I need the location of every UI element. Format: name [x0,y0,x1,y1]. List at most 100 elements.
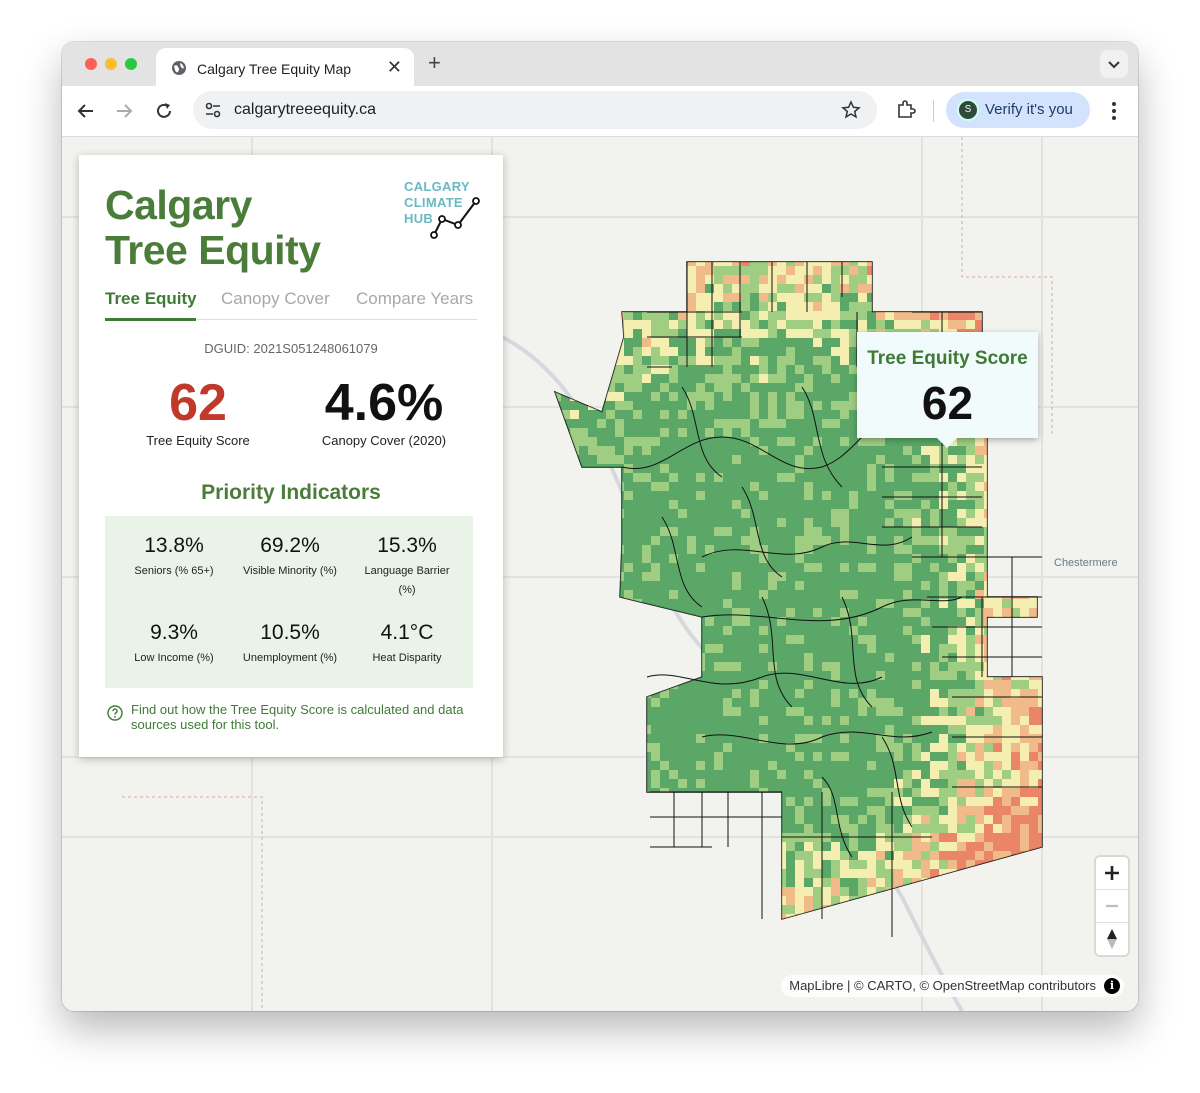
map-cell [687,707,696,716]
reload-icon[interactable] [152,99,176,123]
methodology-link-text[interactable]: Find out how the Tree Equity Score is ca… [131,702,464,732]
back-arrow-icon[interactable] [74,99,98,123]
map-cell [1020,815,1029,824]
map-cell [669,707,678,716]
map-cell [723,662,732,671]
zoom-in-icon[interactable] [1096,857,1128,889]
map-cell [750,284,759,293]
map-cell [858,635,867,644]
map-cell [597,914,606,919]
map-cell [795,851,804,860]
map-cell [840,689,849,698]
map-cell [768,437,777,446]
map-cell [975,914,984,919]
map-cell [912,815,921,824]
map-cell [1011,284,1020,293]
map-cell [948,536,957,545]
map-cell [1011,275,1020,284]
map-cell [984,284,993,293]
map-cell [624,770,633,779]
map-cell [732,806,741,815]
bookmark-star-icon[interactable] [841,100,861,120]
map-cell [723,338,732,347]
map-cell [822,572,831,581]
zoom-out-icon[interactable] [1096,890,1128,922]
map-cell [669,473,678,482]
map-cell [696,689,705,698]
tab-search-button[interactable] [1100,50,1128,78]
tab-strip: Calgary Tree Equity Map ✕ + [62,42,1138,86]
map-cell [660,581,669,590]
browser-tab[interactable]: Calgary Tree Equity Map ✕ [156,48,414,86]
map-cell [948,923,957,932]
map-cell [768,410,777,419]
kebab-menu-icon[interactable] [1102,99,1126,123]
map-cell [660,653,669,662]
map-cell [723,527,732,536]
map-cell [993,878,1002,887]
map-cell [651,284,660,293]
map-cell [876,572,885,581]
map-cell [930,464,939,473]
map-cell [840,860,849,869]
map-cell [804,527,813,536]
tab-compare-years[interactable]: Compare Years [356,289,474,308]
map-cell [966,284,975,293]
map-cell [615,833,624,842]
forward-arrow-icon[interactable] [112,99,136,123]
maximize-window-button[interactable] [125,58,137,70]
map-cell [804,923,813,932]
map-cell [615,383,624,392]
map-viewport[interactable]: Chestermere Calgary Tree Equity CALGARY … [62,137,1138,1011]
info-icon[interactable]: i [1104,978,1120,994]
map-cell [741,806,750,815]
map-cell [975,770,984,779]
map-cell [687,653,696,662]
site-settings-icon[interactable] [204,101,222,119]
calgary-climate-hub-logo[interactable]: CALGARY CLIMATE HUB [404,179,482,241]
map-cell [813,887,822,896]
map-cell [795,797,804,806]
compass-icon[interactable] [1096,923,1128,955]
map-cell [912,752,921,761]
extensions-puzzle-icon[interactable] [894,98,918,122]
map-cell [606,806,615,815]
map-cell [939,311,948,320]
map-cell [624,797,633,806]
map-cell [660,806,669,815]
map-cell [561,320,570,329]
map-cell [813,383,822,392]
address-bar[interactable]: calgarytreeequity.ca [193,91,877,129]
tab-canopy-cover[interactable]: Canopy Cover [221,289,330,308]
verify-identity-button[interactable]: S Verify it's you [946,92,1090,128]
new-tab-button[interactable]: + [428,50,441,75]
map-cell [822,365,831,374]
map-cell [975,644,984,653]
map-cell [1011,482,1020,491]
map-cell [732,608,741,617]
close-tab-icon[interactable]: ✕ [386,57,402,77]
map-cell [768,581,777,590]
map-cell [633,284,642,293]
map-cell [894,662,903,671]
attribution-text[interactable]: MapLibre | © CARTO, © OpenStreetMap cont… [789,978,1096,993]
map-cell [885,464,894,473]
map-cell [867,662,876,671]
map-cell [885,707,894,716]
tab-tree-equity[interactable]: Tree Equity [105,289,197,308]
close-window-button[interactable] [85,58,97,70]
map-cell [714,491,723,500]
map-cell [579,365,588,374]
map-cell [840,716,849,725]
map-cell [687,446,696,455]
map-cell [984,671,993,680]
map-cell [786,869,795,878]
map-cell [894,725,903,734]
map-cell [813,581,822,590]
minimize-window-button[interactable] [105,58,117,70]
map-cell [867,311,876,320]
map-cell [669,599,678,608]
map-cell [1038,518,1042,527]
map-cell [750,491,759,500]
map-cell [678,743,687,752]
